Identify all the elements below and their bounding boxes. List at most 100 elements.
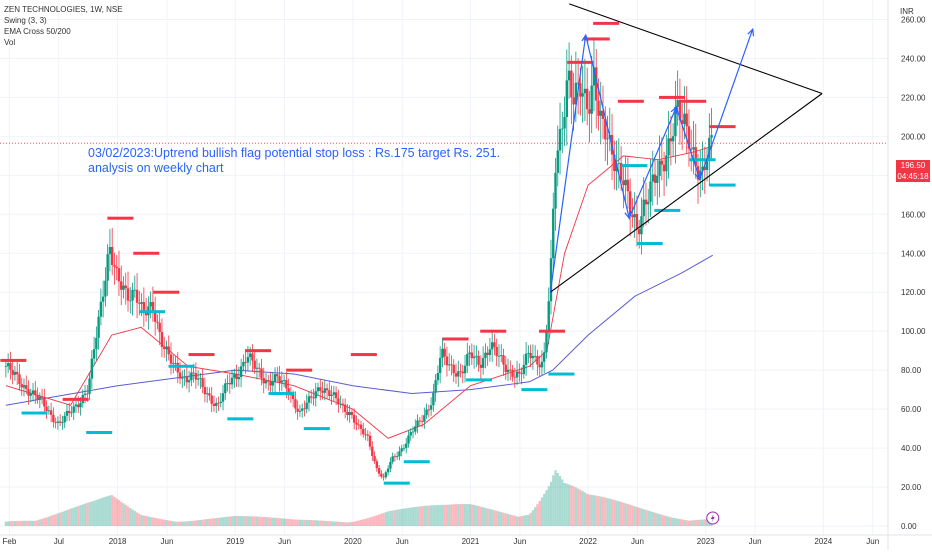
candle-body (27, 389, 30, 396)
volume-bar (303, 519, 306, 526)
candle-body (477, 355, 480, 365)
volume-bar (181, 521, 184, 526)
volume-bar (111, 495, 114, 526)
volume-bar (694, 520, 697, 526)
volume-bar (339, 521, 342, 526)
volume-bar (133, 510, 136, 526)
time-tick-label: 2020 (344, 537, 362, 546)
candle-body (461, 371, 464, 374)
volume-bar (638, 507, 641, 526)
candle-body (653, 174, 657, 183)
symbol-title[interactable]: ZEN TECHNOLOGIES, 1W, NSE (4, 5, 123, 14)
candle-body (642, 199, 645, 217)
volume-bar (672, 517, 675, 526)
volume-bar (108, 495, 112, 526)
volume-bar (167, 520, 170, 526)
swing-high-marker (153, 290, 180, 294)
candle-body (187, 380, 191, 383)
swing-high-marker (286, 368, 313, 372)
volume-bar (647, 510, 650, 526)
candle-body (237, 377, 241, 380)
candle-body (414, 426, 417, 432)
candle-body (554, 172, 557, 209)
indicator-ema-cross[interactable]: EMA Cross 50/200 (4, 27, 71, 36)
volume-bar (556, 473, 559, 526)
candle-body (382, 476, 385, 478)
candle-body (242, 361, 245, 367)
volume-bar (452, 504, 455, 526)
volume-bar (393, 510, 397, 526)
forecast-arrowhead (694, 172, 702, 181)
swing-high-marker (133, 251, 160, 255)
volume-bar (373, 515, 376, 526)
candle-body (244, 361, 247, 363)
candle-body (644, 199, 648, 205)
volume-bar (613, 499, 616, 526)
swing-low-marker (636, 242, 663, 246)
candle-body (196, 378, 200, 380)
candle-body (438, 357, 442, 374)
volume-bar (597, 496, 600, 526)
triangle-upper-trendline (569, 3, 823, 95)
candle-body (253, 360, 256, 369)
volume-bar (52, 514, 55, 526)
candle-body (599, 110, 602, 116)
candle-body (411, 431, 415, 433)
candle-body (540, 361, 544, 368)
volume-bar (282, 518, 286, 526)
ema50-path (5, 145, 713, 439)
candle-body (583, 88, 587, 94)
volume-bar (79, 505, 82, 526)
candle-body (703, 166, 706, 170)
candle-body (190, 372, 193, 381)
volume-bar (267, 517, 270, 526)
candle-body (287, 388, 290, 395)
time-axis[interactable]: Feb Jul 2018 Jun 2019 Jun 2020 Jun 2021 Jun 2022 Ju… (0, 534, 932, 546)
candle-body (486, 352, 489, 355)
volume-bar (515, 516, 519, 526)
drawings[interactable] (549, 3, 823, 525)
volume-bar (149, 516, 152, 526)
volume-bar (264, 517, 268, 526)
candle-body (337, 398, 340, 405)
candle-body (547, 301, 550, 332)
candle-body (339, 403, 342, 405)
volume-bar (547, 486, 550, 526)
volume-bar (74, 506, 78, 526)
volume-bar (565, 483, 568, 526)
candle-body (475, 355, 478, 357)
time-tick-label: Jun (513, 537, 526, 546)
candle-body (443, 348, 446, 357)
volume-bar (147, 516, 150, 526)
indicator-volume[interactable]: Vol (4, 38, 16, 47)
candle-body (366, 434, 369, 436)
candle-body (95, 337, 98, 350)
candle-body (36, 395, 39, 400)
volume-bar (316, 520, 320, 526)
volume-bar (531, 510, 534, 526)
indicator-swing[interactable]: Swing (3, 3) (4, 16, 47, 25)
swing-high-marker (659, 95, 686, 99)
candle-body (463, 365, 467, 374)
candle-body (294, 399, 297, 409)
candle-body (6, 363, 10, 367)
volume-bar (391, 510, 394, 526)
volume-bar (312, 520, 315, 526)
swing-high-marker (188, 353, 215, 357)
volume-bar (583, 492, 587, 526)
candle-body (9, 363, 12, 370)
price-tick-label: 240.00 (901, 54, 926, 63)
volume-bar (599, 496, 602, 526)
candle-body (662, 164, 666, 172)
volume-bar (416, 506, 419, 526)
volume-bar (590, 494, 593, 526)
candle-body (90, 358, 94, 379)
candle-body (500, 355, 503, 356)
swing-low-marker (383, 481, 410, 485)
analysis-note[interactable]: 03/02/2023:Uptrend bullish flag potentia… (88, 146, 500, 176)
candle-body (692, 147, 695, 150)
candle-body (70, 412, 73, 414)
candle-body (22, 385, 26, 388)
